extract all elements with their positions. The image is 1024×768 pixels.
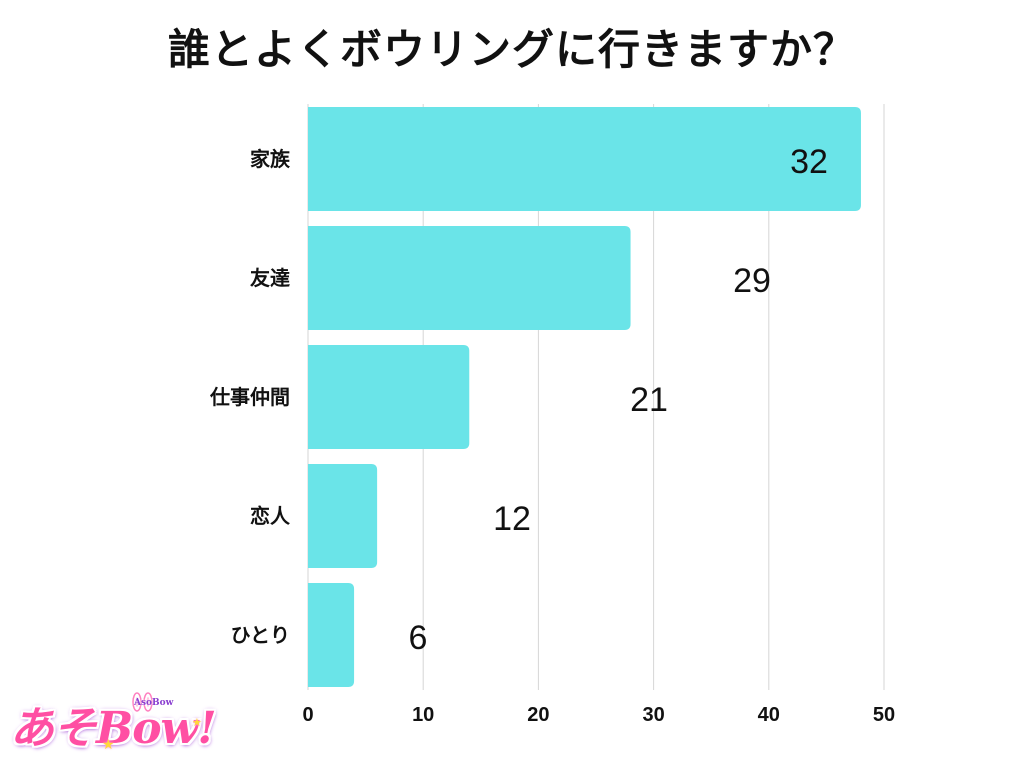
x-tick-label-10: 10 [412,704,434,726]
bar-family [308,107,861,211]
data-label-partner: 12 [493,500,531,538]
x-tick-label-20: 20 [527,704,549,726]
category-label-alone: ひとり [231,625,290,647]
rabbit-icon [132,692,153,712]
x-tick-label-50: 50 [873,704,895,726]
x-tick-label-30: 30 [642,704,664,726]
bar-partner [308,464,378,568]
star-icon: ★ [102,737,115,753]
chart-labels: 0 10 20 30 40 50 家族 32 友達 29 仕事仲間 21 恋人 12 ひとり 6 [209,143,895,726]
bar-friends [308,226,631,330]
bar-coworkers [308,345,470,449]
star-icon: ★ [192,716,202,729]
bars [308,107,861,687]
logo-wordmark: あそBow! [10,703,217,754]
category-label-partner: 恋人 [250,504,291,528]
logo-subtext: AsoBow [134,698,174,708]
x-tick-label-40: 40 [758,704,780,726]
category-label-coworkers: 仕事仲間 [209,385,290,409]
category-label-family: 家族 [250,147,291,171]
asobow-logo: AsoBow あそBow! ★ ★ [6,692,217,760]
data-label-family: 32 [790,143,828,181]
data-label-alone: 6 [409,619,428,657]
data-label-friends: 29 [733,262,771,300]
category-label-friends: 友達 [250,266,290,290]
bar-alone [308,583,355,687]
data-label-coworkers: 21 [630,381,668,419]
x-tick-label-0: 0 [302,704,313,726]
chart-title: 誰とよくボウリングに行きますか？ [167,26,856,73]
